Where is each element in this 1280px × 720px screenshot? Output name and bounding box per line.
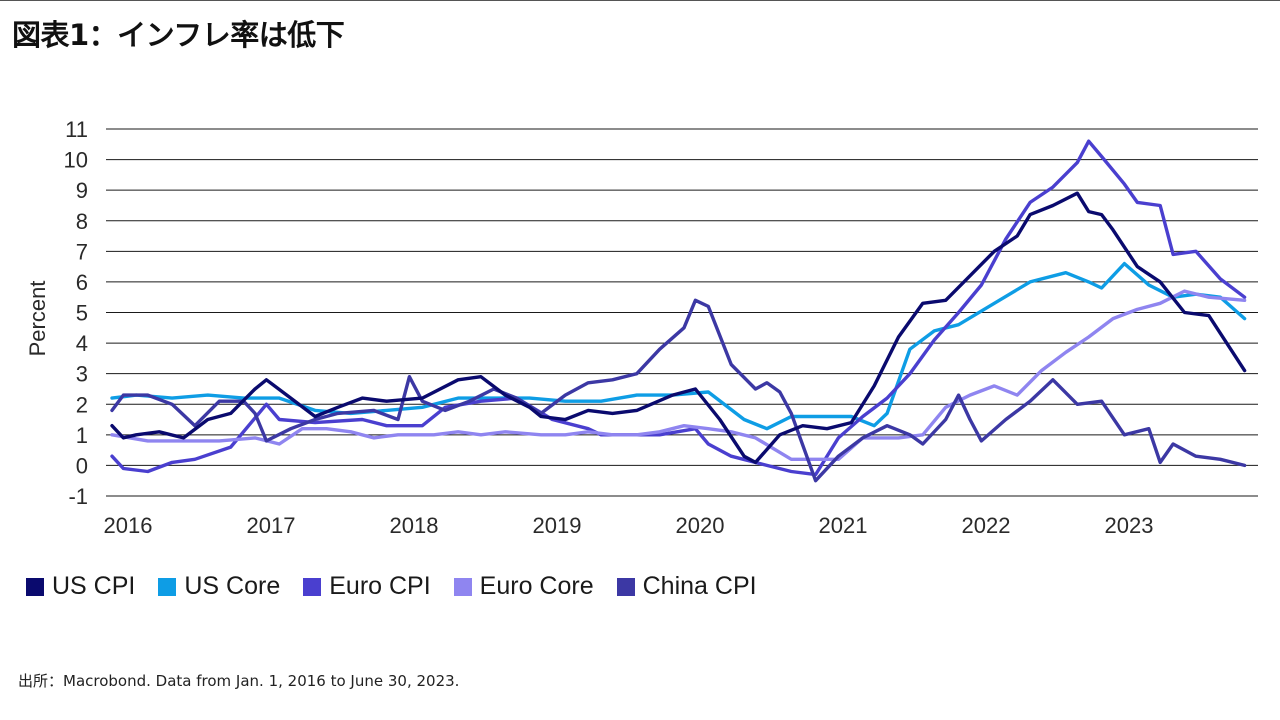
series-line-euro-cpi bbox=[110, 139, 1247, 477]
page-title: 図表1：インフレ率は低下 bbox=[12, 18, 345, 52]
grid-layer bbox=[106, 128, 1258, 497]
x-tick-label-2018: 2018 bbox=[390, 513, 439, 538]
legend-swatch-icon bbox=[453, 577, 472, 596]
series-line-china-cpi bbox=[110, 298, 1247, 483]
x-tick-label-2016: 2016 bbox=[104, 513, 153, 538]
y-tick-label-11: 11 bbox=[65, 117, 88, 142]
legend-swatch-icon bbox=[303, 577, 322, 596]
y-tick-label--1: -1 bbox=[68, 484, 88, 509]
y-tick-label-2: 2 bbox=[76, 392, 88, 417]
x-tick-label-2023: 2023 bbox=[1105, 513, 1154, 538]
legend-item-euro-core: Euro Core bbox=[453, 572, 594, 601]
legend-item-china-cpi: China CPI bbox=[616, 572, 757, 601]
legend-label: Euro Core bbox=[479, 572, 594, 600]
x-tick-label-2021: 2021 bbox=[819, 513, 868, 538]
legend-item-euro-cpi: Euro CPI bbox=[303, 572, 431, 601]
y-tick-label-10: 10 bbox=[64, 148, 88, 173]
y-tick-label-0: 0 bbox=[76, 453, 88, 478]
legend-label: US CPI bbox=[52, 572, 136, 600]
chart-legend: US CPI US Core Euro CPI Euro Core China CPI bbox=[26, 572, 780, 601]
y-tick-label-9: 9 bbox=[76, 178, 88, 203]
y-tick-label-7: 7 bbox=[76, 239, 88, 264]
line-chart: -1 0 1 2 3 4 5 6 7 8 9 10 11 2016 2017 2018 2019 2020 202… bbox=[25, 117, 1258, 538]
legend-swatch-icon bbox=[26, 577, 44, 596]
y-tick-label-8: 8 bbox=[76, 209, 88, 234]
legend-label: Euro CPI bbox=[329, 572, 431, 600]
series-line-euro-core bbox=[110, 289, 1247, 461]
legend-item-us-core: US Core bbox=[158, 572, 280, 601]
legend-label: China CPI bbox=[642, 572, 757, 600]
y-tick-label-5: 5 bbox=[76, 301, 88, 326]
series-line-us-cpi bbox=[110, 191, 1247, 465]
legend-swatch-icon bbox=[158, 577, 177, 596]
y-tick-label-3: 3 bbox=[76, 362, 88, 387]
y-tick-label-1: 1 bbox=[76, 423, 88, 448]
x-tick-label-2022: 2022 bbox=[962, 513, 1011, 538]
series-layer bbox=[110, 139, 1247, 483]
legend-label: US Core bbox=[184, 572, 281, 600]
x-tick-label-2020: 2020 bbox=[676, 513, 725, 538]
x-tick-label-2019: 2019 bbox=[533, 513, 582, 538]
y-tick-label-6: 6 bbox=[76, 270, 88, 295]
x-tick-label-2017: 2017 bbox=[247, 513, 296, 538]
top-rule bbox=[0, 0, 1280, 1]
y-tick-labels: -1 0 1 2 3 4 5 6 7 8 9 10 11 bbox=[64, 117, 88, 509]
y-axis-title: Percent bbox=[25, 281, 50, 357]
legend-swatch-icon bbox=[616, 577, 635, 596]
legend-item-us-cpi: US CPI bbox=[26, 572, 135, 601]
y-tick-label-4: 4 bbox=[76, 331, 88, 356]
x-tick-labels: 2016 2017 2018 2019 2020 2021 2022 2023 bbox=[104, 513, 1154, 538]
source-note: 出所：Macrobond. Data from Jan. 1, 2016 to … bbox=[18, 672, 460, 690]
